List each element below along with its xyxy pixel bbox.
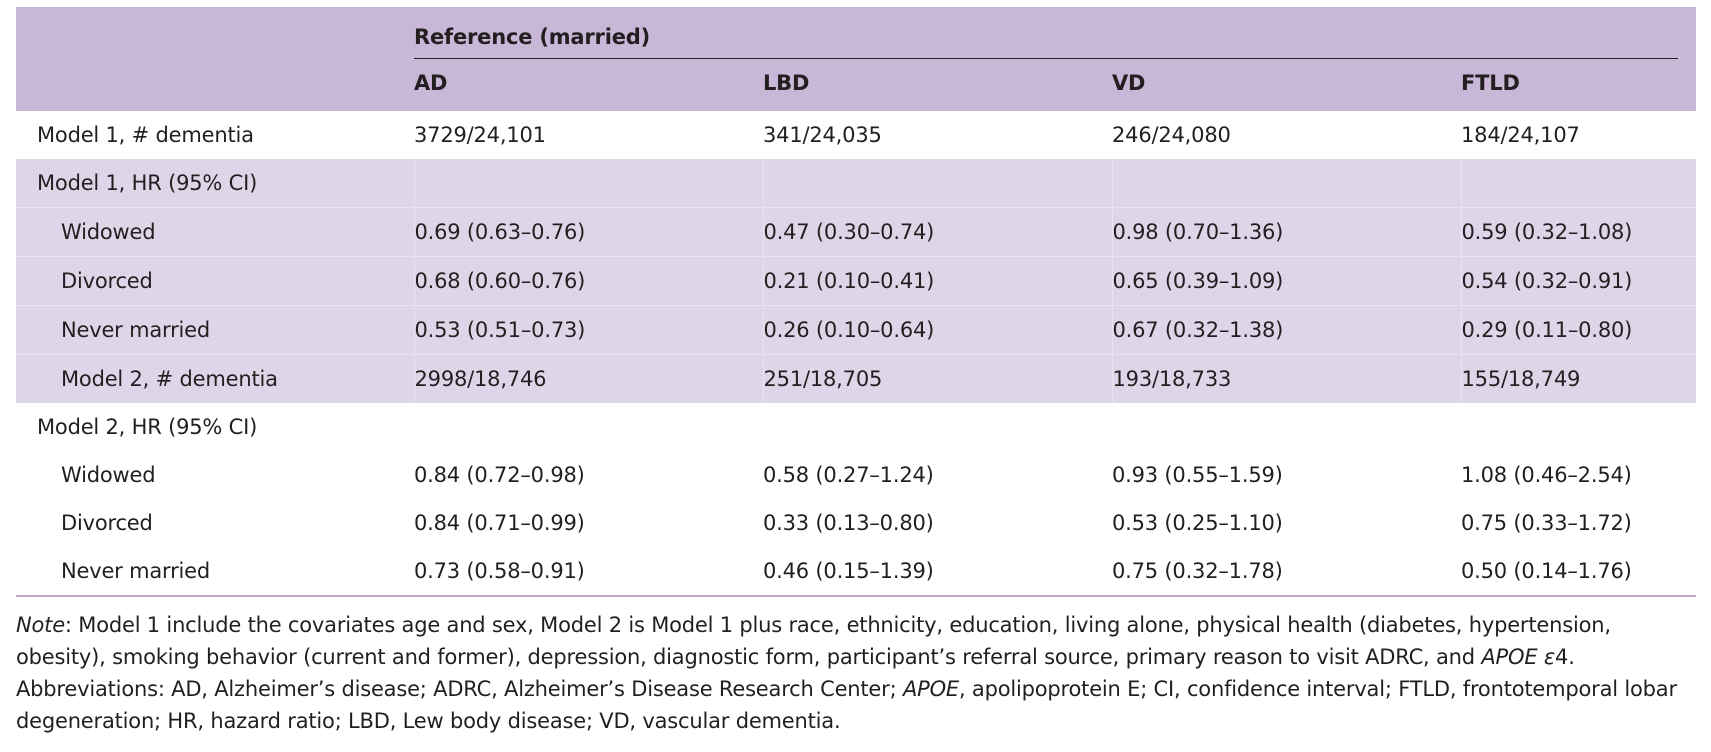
table-cell: 251/18,705 (762, 354, 1112, 403)
abbreviations-text-rest: , apolipoprotein E; CI, confidence inter… (16, 677, 1677, 733)
row-label: Widowed (61, 463, 156, 487)
table-cell: 0.47 (0.30–0.74) (762, 207, 1112, 257)
row-label: Model 2, HR (95% CI) (37, 415, 258, 439)
table-cell: 341/24,035 (763, 123, 882, 147)
table-header: Reference (married) AD LBD VD FTLD (16, 7, 1697, 111)
table-cell: 0.75 (0.32–1.78) (1112, 547, 1461, 597)
table-row: Model 1, # dementia 3729/24,101 341/24,035… (16, 111, 1696, 159)
table-cell (1111, 159, 1461, 208)
table-cell: 0.65 (0.39–1.09) (1111, 256, 1461, 306)
table-figure: Reference (married) AD LBD VD FTLD Model… (16, 7, 1697, 737)
table-cell: 0.68 (0.60–0.76) (413, 256, 763, 306)
table-cell: 0.67 (0.32–1.38) (1111, 305, 1461, 355)
results-table: Reference (married) AD LBD VD FTLD Model… (16, 7, 1697, 597)
table-cell: 1.08 (0.46–2.54) (1461, 463, 1632, 487)
table-cell (763, 403, 1112, 451)
table-row: Model 2, HR (95% CI) (16, 403, 1696, 451)
reference-header: Reference (married) (414, 7, 1696, 59)
abbreviations-text: Abbreviations: AD, Alzheimer’s disease; … (16, 677, 903, 701)
table-cell: 0.58 (0.27–1.24) (763, 463, 934, 487)
table-cell: 184/24,107 (1461, 123, 1580, 147)
table-body: Model 1, # dementia 3729/24,101 341/24,035… (16, 111, 1697, 597)
row-label: Never married (16, 305, 414, 355)
table-row: Divorced 0.84 (0.71–0.99) 0.33 (0.13–0.80)… (16, 499, 1696, 547)
note-text: : Model 1 include the covariates age and… (16, 613, 1611, 669)
table-cell (762, 159, 1112, 208)
note-apoe-e4: APOE ε (1481, 645, 1556, 669)
table-cell: 0.73 (0.58–0.91) (414, 547, 763, 597)
table-cell: 2998/18,746 (413, 354, 763, 403)
note-text-end: 4. (1555, 645, 1575, 669)
table-cell: 0.33 (0.13–0.80) (763, 511, 934, 535)
table-cell: 0.59 (0.32–1.08) (1460, 207, 1697, 257)
table-cell: 0.53 (0.25–1.10) (1112, 511, 1283, 535)
abbreviation-apoe: APOE (902, 677, 959, 701)
table-cell: 246/24,080 (1112, 123, 1231, 147)
column-header-ad: AD (414, 71, 448, 95)
table-row: Model 2, # dementia 2998/18,746 251/18,705… (16, 354, 1697, 403)
table-cell: 0.75 (0.33–1.72) (1461, 511, 1632, 535)
table-cell: 0.69 (0.63–0.76) (413, 207, 763, 257)
table-cell: 0.53 (0.51–0.73) (413, 305, 763, 355)
row-label: Model 1, # dementia (37, 123, 254, 147)
column-header-ftld: FTLD (1461, 71, 1520, 95)
table-row: Model 1, HR (95% CI) (16, 159, 1697, 208)
row-label: Model 1, HR (95% CI) (16, 159, 414, 208)
table-row: Widowed 0.84 (0.72–0.98) 0.58 (0.27–1.24) 0… (16, 451, 1696, 499)
table-cell: 0.50 (0.14–1.76) (1461, 547, 1697, 597)
table-row: Divorced 0.68 (0.60–0.76) 0.21 (0.10–0.41)… (16, 256, 1697, 306)
row-label: Model 2, # dementia (16, 354, 414, 403)
reference-label: Reference (married) (414, 25, 1679, 59)
table-cell: 0.84 (0.72–0.98) (414, 463, 585, 487)
table-row: Never married 0.73 (0.58–0.91) 0.46 (0.15–… (16, 547, 1697, 597)
header-row-columns: AD LBD VD FTLD (16, 59, 1697, 111)
note-label: Note (16, 613, 65, 637)
table-cell (413, 159, 763, 208)
table-cell: 0.21 (0.10–0.41) (762, 256, 1112, 306)
row-label: Widowed (16, 207, 414, 257)
table-cell (414, 403, 763, 451)
header-empty-cell (16, 7, 414, 59)
table-cell (1460, 159, 1697, 208)
row-label: Never married (16, 547, 414, 597)
table-cell: 0.54 (0.32–0.91) (1460, 256, 1697, 306)
row-label: Divorced (16, 256, 414, 306)
table-cell: 0.26 (0.10–0.64) (762, 305, 1112, 355)
column-header-vd: VD (1112, 71, 1146, 95)
table-cell: 3729/24,101 (414, 123, 546, 147)
header-row-reference: Reference (married) (16, 7, 1697, 59)
header-empty-cell (16, 59, 414, 111)
column-header-lbd: LBD (763, 71, 810, 95)
table-cell (1112, 403, 1461, 451)
table-row: Widowed 0.69 (0.63–0.76) 0.47 (0.30–0.74) 0… (16, 207, 1697, 257)
table-cell: 193/18,733 (1111, 354, 1461, 403)
table-cell: 0.93 (0.55–1.59) (1112, 463, 1283, 487)
table-cell: 0.46 (0.15–1.39) (763, 547, 1112, 597)
table-row: Never married 0.53 (0.51–0.73) 0.26 (0.10–… (16, 305, 1697, 355)
row-label: Divorced (61, 511, 153, 535)
table-note: Note: Model 1 include the covariates age… (16, 609, 1696, 737)
table-cell: 0.29 (0.11–0.80) (1460, 305, 1697, 355)
table-cell (1461, 403, 1696, 451)
table-cell: 0.84 (0.71–0.99) (414, 511, 585, 535)
table-cell: 0.98 (0.70–1.36) (1111, 207, 1461, 257)
table-cell: 155/18,749 (1460, 354, 1697, 403)
